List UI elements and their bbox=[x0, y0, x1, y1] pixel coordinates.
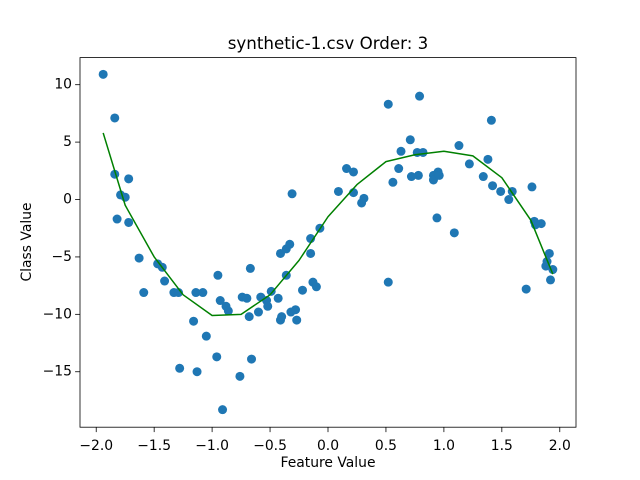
scatter-point bbox=[405, 135, 415, 145]
scatter-point bbox=[112, 214, 122, 224]
scatter-point bbox=[333, 186, 343, 196]
scatter-point bbox=[285, 239, 295, 249]
y-tick-label: −15 bbox=[43, 364, 72, 380]
scatter-point bbox=[432, 213, 442, 223]
scatter-point bbox=[434, 170, 444, 180]
scatter-point bbox=[292, 315, 302, 325]
scatter-point bbox=[263, 301, 273, 311]
scatter-point bbox=[134, 253, 144, 263]
scatter-point bbox=[383, 277, 393, 287]
chart-title: synthetic-1.csv Order: 3 bbox=[228, 33, 429, 53]
scatter-point bbox=[201, 331, 211, 341]
x-tick-label: −1.5 bbox=[137, 438, 171, 454]
scatter-point bbox=[311, 282, 321, 292]
x-tick-label: 1.5 bbox=[491, 438, 513, 454]
scatter-point bbox=[139, 288, 149, 298]
plot-frame bbox=[79, 57, 577, 428]
scatter-point bbox=[253, 307, 263, 317]
scatter-point bbox=[536, 219, 546, 229]
scatter-point bbox=[496, 186, 506, 196]
scatter-point bbox=[478, 172, 488, 182]
x-tick-label: −2.0 bbox=[79, 438, 113, 454]
scatter-point bbox=[406, 172, 416, 182]
scatter-point bbox=[418, 147, 428, 157]
scatter-point bbox=[546, 275, 556, 285]
x-tick-label: 0.5 bbox=[375, 438, 397, 454]
y-tick-label: −10 bbox=[43, 306, 72, 322]
scatter-point bbox=[348, 167, 358, 177]
scatter-point bbox=[291, 305, 301, 315]
scatter-point bbox=[192, 367, 202, 377]
scatter-point bbox=[110, 113, 120, 123]
scatter-point bbox=[383, 99, 393, 109]
scatter-point bbox=[160, 276, 170, 286]
scatter-point bbox=[242, 293, 252, 303]
scatter-point bbox=[454, 141, 464, 151]
y-tick-label: −5 bbox=[52, 249, 72, 265]
scatter-point bbox=[483, 154, 493, 164]
x-tick-label: −1.0 bbox=[195, 438, 229, 454]
scatter-point bbox=[544, 248, 554, 258]
scatter-point bbox=[298, 285, 308, 295]
x-tick-label: −0.5 bbox=[253, 438, 287, 454]
scatter-point bbox=[124, 217, 134, 227]
scatter-point bbox=[521, 284, 531, 294]
scatter-point bbox=[287, 189, 297, 199]
x-tick-label: 0.0 bbox=[317, 438, 339, 454]
scatter-point bbox=[191, 288, 201, 298]
scatter-point bbox=[504, 195, 514, 205]
scatter-point bbox=[342, 164, 352, 174]
scatter-point bbox=[198, 288, 208, 298]
scatter-point bbox=[213, 270, 223, 280]
scatter-point bbox=[223, 306, 233, 316]
y-tick-label: 5 bbox=[63, 134, 72, 150]
scatter-point bbox=[359, 193, 369, 203]
scatter-point bbox=[174, 288, 184, 298]
scatter-point bbox=[235, 371, 245, 381]
fit-line bbox=[102, 132, 554, 317]
scatter-point bbox=[449, 228, 459, 238]
scatter-point bbox=[396, 146, 406, 156]
y-axis-label: Class Value bbox=[19, 202, 35, 281]
scatter-point bbox=[277, 312, 287, 322]
x-tick-label: 1.0 bbox=[433, 438, 455, 454]
x-axis-label: Feature Value bbox=[280, 455, 375, 471]
scatter-point bbox=[98, 69, 108, 79]
scatter-point bbox=[488, 181, 498, 191]
scatter-point bbox=[394, 164, 404, 174]
scatter-point bbox=[415, 91, 425, 101]
scatter-point bbox=[306, 248, 316, 258]
scatter-point bbox=[244, 312, 254, 322]
scatter-point bbox=[189, 316, 199, 326]
scatter-point bbox=[247, 354, 257, 364]
y-tick-label: 10 bbox=[54, 77, 72, 93]
scatter-point bbox=[245, 263, 255, 273]
scatter-point bbox=[218, 405, 228, 415]
x-tick-label: 2.0 bbox=[549, 438, 571, 454]
scatter-point bbox=[215, 296, 225, 306]
scatter-point bbox=[486, 115, 496, 125]
scatter-point bbox=[266, 286, 276, 296]
scatter-point bbox=[124, 174, 134, 184]
scatter-point bbox=[273, 293, 283, 303]
scatter-point bbox=[388, 177, 398, 187]
scatter-point bbox=[464, 159, 474, 169]
scatter-point bbox=[175, 363, 185, 373]
scatter-point bbox=[413, 170, 423, 180]
y-tick-label: 0 bbox=[63, 192, 72, 208]
scatter-point bbox=[212, 352, 222, 362]
scatter-point bbox=[527, 182, 537, 192]
